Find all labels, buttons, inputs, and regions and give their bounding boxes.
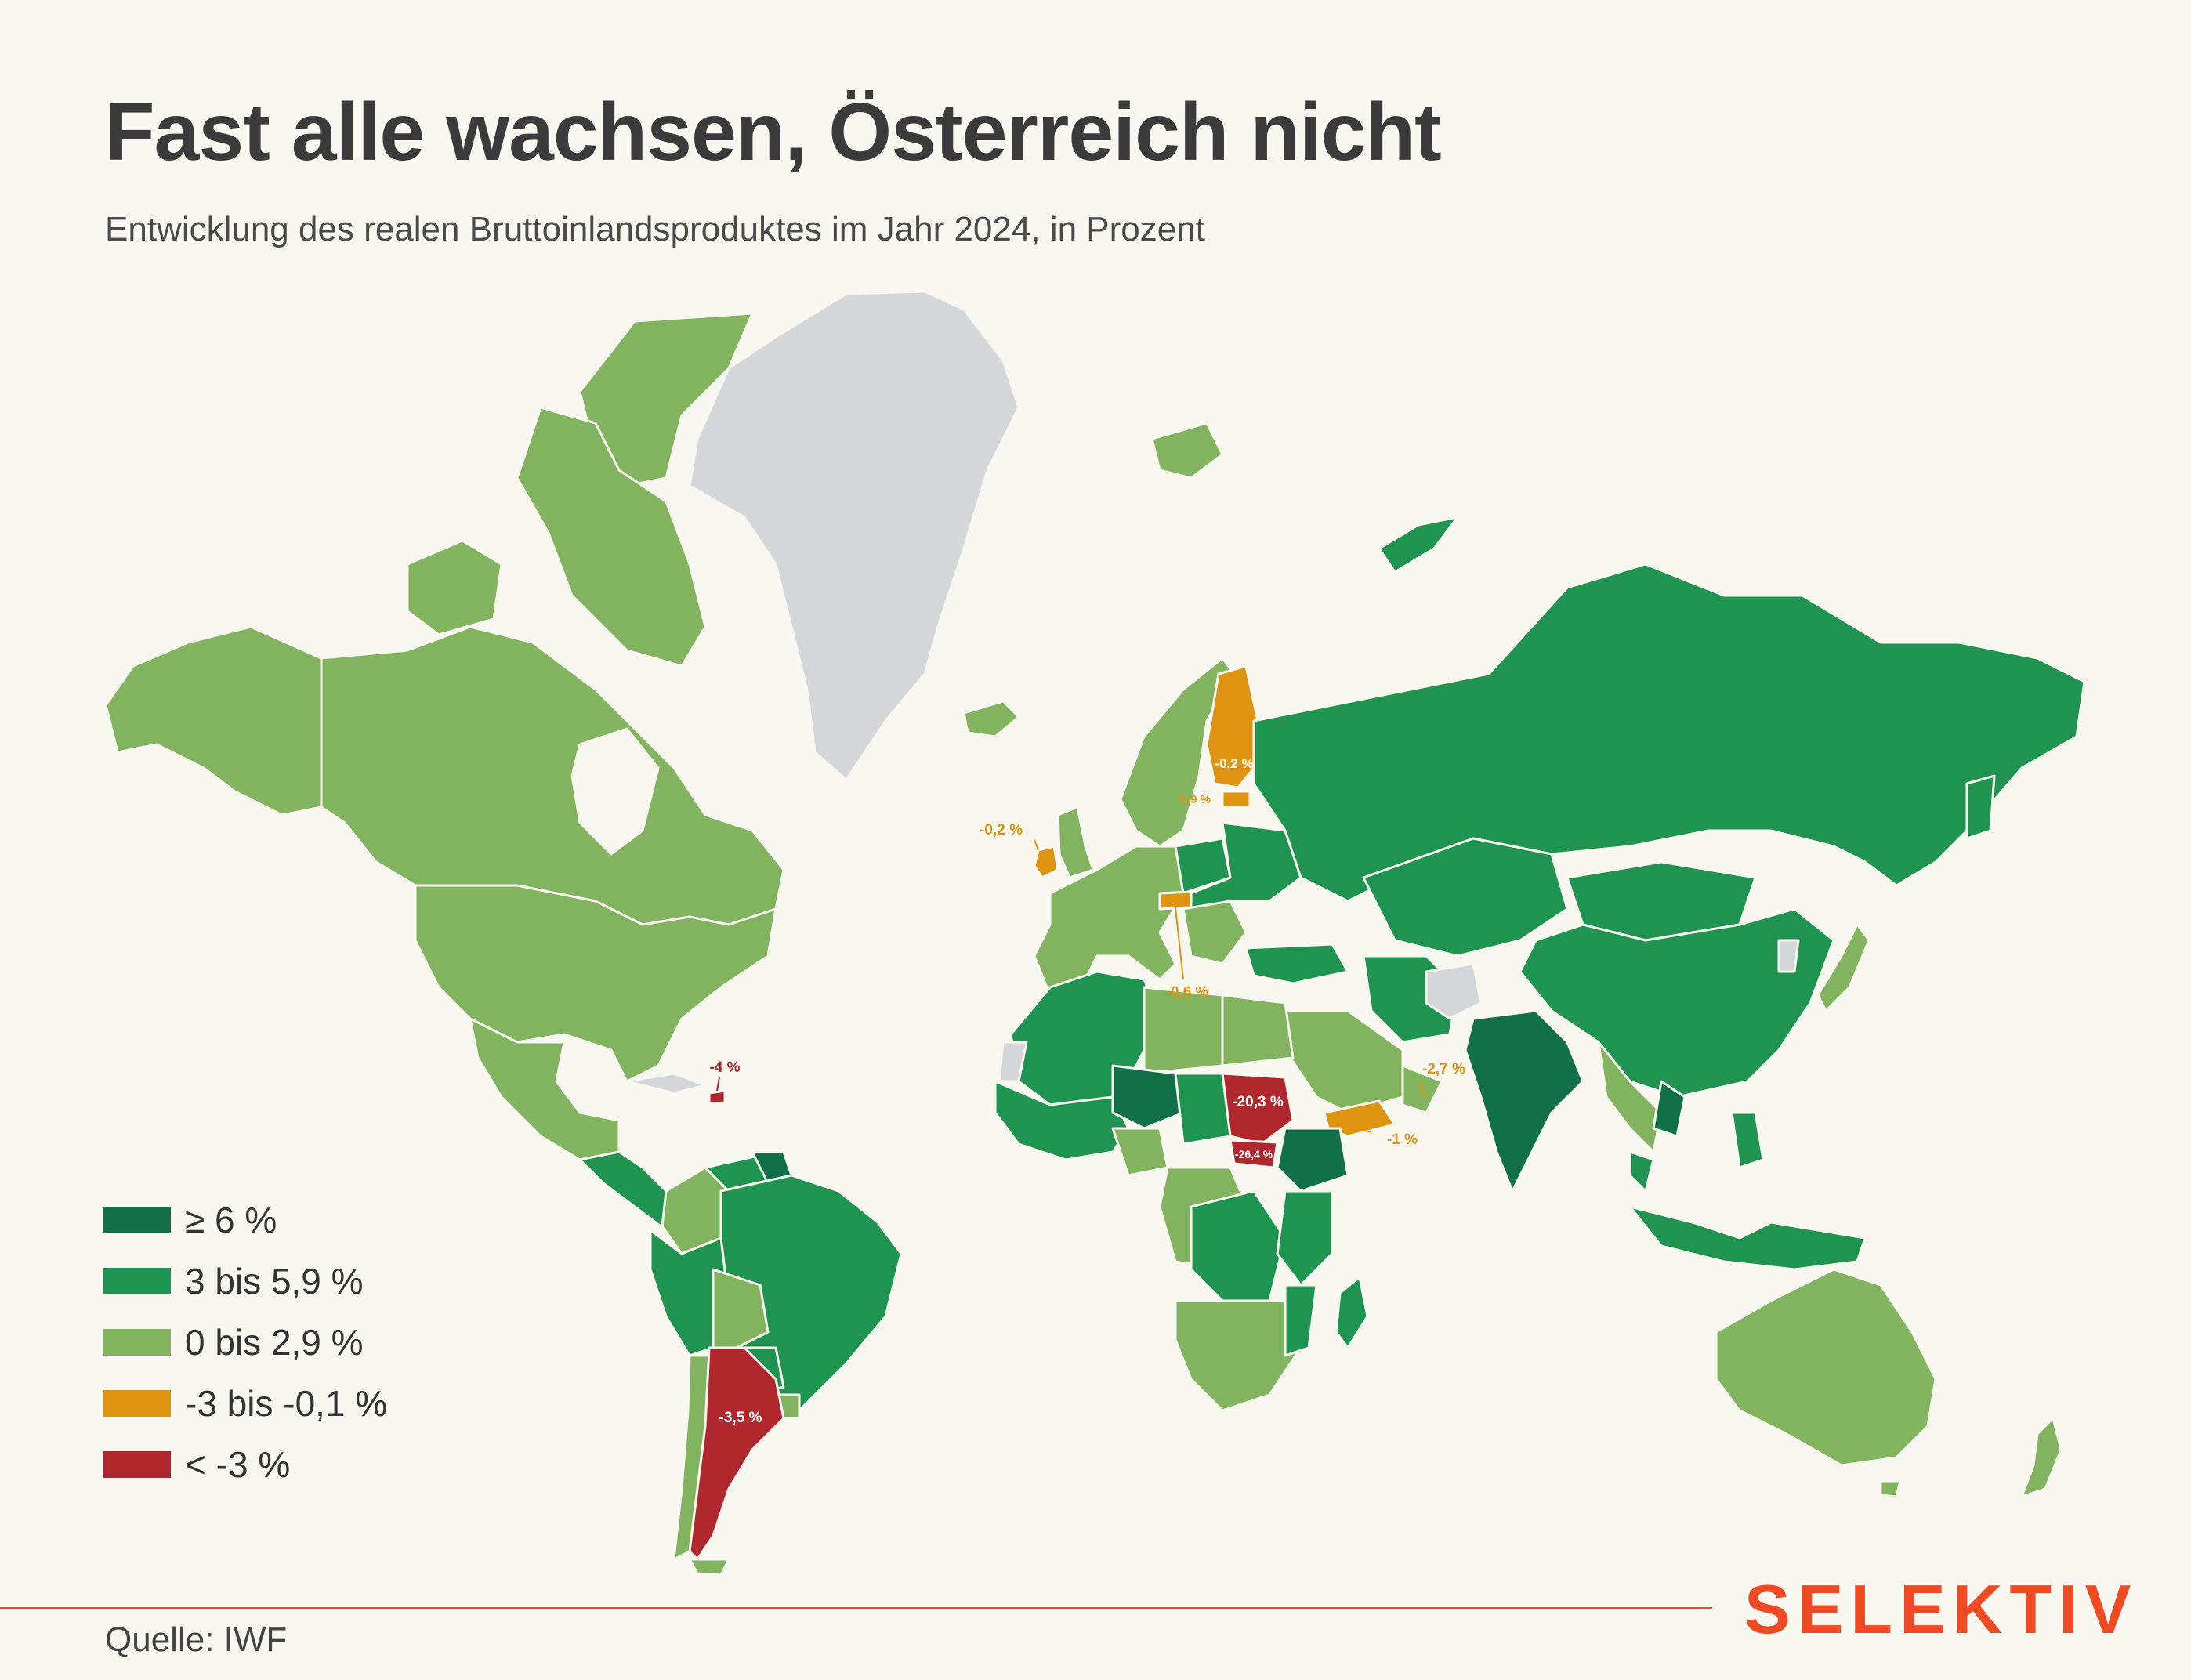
region-bolivia bbox=[712, 1268, 770, 1349]
region-kazakhstan bbox=[1362, 837, 1569, 958]
label-ireland: -0,2 % bbox=[980, 822, 1023, 838]
region-novaya-zemlya bbox=[1378, 516, 1459, 574]
region-egypt bbox=[1221, 994, 1295, 1067]
label-argentina: -3,5 % bbox=[719, 1410, 762, 1426]
legend-swatch bbox=[103, 1329, 171, 1356]
region-baffin-island bbox=[516, 406, 707, 668]
region-philippines bbox=[1730, 1111, 1765, 1169]
region-korea bbox=[1777, 939, 1800, 973]
region-niger bbox=[1111, 1064, 1185, 1130]
label-oman: -2,7 % bbox=[1422, 1061, 1465, 1077]
region-tierra-del-fuego bbox=[688, 1558, 730, 1577]
region-canada bbox=[320, 625, 785, 926]
legend-swatch bbox=[103, 1451, 171, 1478]
page-title: Fast alle wachsen, Österreich nicht bbox=[105, 87, 1442, 178]
region-chad bbox=[1174, 1072, 1232, 1146]
leader-yemen bbox=[1355, 1128, 1372, 1133]
region-austria bbox=[1158, 890, 1193, 911]
legend-label: -3 bis -0,1 % bbox=[185, 1383, 388, 1424]
region-south-sudan bbox=[1229, 1139, 1279, 1169]
leader-oman bbox=[1418, 1081, 1427, 1098]
legend-swatch bbox=[103, 1207, 171, 1233]
region-india bbox=[1464, 1009, 1584, 1193]
region-western-europe bbox=[1033, 845, 1185, 997]
region-new-zealand bbox=[2020, 1417, 2062, 1498]
legend-item: 0 bis 2,9 % bbox=[103, 1312, 387, 1373]
region-alaska bbox=[104, 625, 323, 816]
region-kamchatka bbox=[1965, 774, 1996, 840]
label-haiti: -4 % bbox=[709, 1059, 740, 1076]
legend-swatch bbox=[103, 1268, 171, 1294]
region-drc bbox=[1190, 1189, 1287, 1302]
region-indonesia bbox=[1628, 1205, 1867, 1271]
legend-label: ≥ 6 % bbox=[185, 1200, 277, 1240]
region-ethiopia bbox=[1276, 1127, 1349, 1193]
label-south-sudan: -26,4 % bbox=[1235, 1148, 1273, 1160]
region-madagascar bbox=[1335, 1276, 1369, 1349]
region-hudson-bay bbox=[570, 727, 660, 856]
region-cuba bbox=[625, 1072, 707, 1095]
legend-item: ≥ 6 % bbox=[103, 1189, 387, 1251]
region-japan bbox=[1816, 923, 1870, 1012]
region-iceland bbox=[962, 700, 1020, 738]
region-argentina bbox=[688, 1346, 785, 1561]
region-yemen bbox=[1323, 1099, 1396, 1138]
region-balkans bbox=[1182, 900, 1248, 965]
region-western-sahara bbox=[998, 1041, 1028, 1083]
legend-item: < -3 % bbox=[103, 1434, 387, 1495]
region-nigeria bbox=[1111, 1127, 1169, 1177]
legend: ≥ 6 % 3 bis 5,9 % 0 bis 2,9 % -3 bis -0,… bbox=[103, 1189, 387, 1495]
region-southern-africa bbox=[1174, 1299, 1302, 1412]
footer-divider bbox=[0, 1607, 1712, 1609]
legend-swatch bbox=[103, 1390, 171, 1417]
region-greenland bbox=[688, 290, 1020, 781]
leader-austria bbox=[1175, 907, 1184, 980]
region-australia bbox=[1715, 1268, 1937, 1467]
legend-item: 3 bis 5,9 % bbox=[103, 1251, 387, 1312]
region-mozambique bbox=[1284, 1284, 1318, 1357]
leader-ireland bbox=[1034, 839, 1039, 851]
legend-label: < -3 % bbox=[185, 1444, 291, 1485]
leader-haiti bbox=[716, 1077, 720, 1092]
region-west-africa bbox=[994, 1080, 1130, 1161]
region-afghanistan bbox=[1425, 962, 1483, 1020]
region-arctic-islands bbox=[578, 312, 754, 487]
region-norway-sweden bbox=[1119, 657, 1236, 848]
region-mexico bbox=[469, 1017, 621, 1161]
label-austria: -0,6 % bbox=[1166, 984, 1209, 1001]
region-haiti bbox=[708, 1089, 726, 1105]
region-sudan bbox=[1221, 1072, 1295, 1146]
legend-label: 0 bis 2,9 % bbox=[185, 1322, 364, 1363]
region-southeast-asia bbox=[1597, 1041, 1663, 1153]
region-svalbard bbox=[1150, 422, 1224, 480]
region-east-africa bbox=[1276, 1189, 1334, 1287]
region-finland bbox=[1205, 664, 1259, 789]
label-estonia: -0,9 % bbox=[1177, 793, 1211, 806]
region-malaysia bbox=[1628, 1150, 1655, 1193]
source-note: Quelle: IWF bbox=[105, 1620, 288, 1659]
label-finland: -0,2 % bbox=[1215, 756, 1253, 771]
page-subtitle: Entwicklung des realen Bruttoinlandsprod… bbox=[105, 210, 1205, 248]
legend-item: -3 bis -0,1 % bbox=[103, 1373, 387, 1434]
region-uk bbox=[1056, 806, 1095, 879]
region-arctic-island-west bbox=[406, 539, 503, 636]
label-sudan: -20,3 % bbox=[1232, 1094, 1284, 1110]
region-tasmania bbox=[1879, 1479, 1902, 1498]
legend-label: 3 bis 5,9 % bbox=[185, 1261, 364, 1302]
region-turkey bbox=[1244, 943, 1349, 985]
brand-logo: SELEKTIV bbox=[1744, 1570, 2138, 1648]
region-estonia bbox=[1221, 790, 1251, 809]
region-vietnam bbox=[1652, 1080, 1686, 1138]
region-china bbox=[1519, 907, 1835, 1099]
label-yemen: -1 % bbox=[1387, 1131, 1418, 1148]
region-ireland bbox=[1033, 845, 1059, 879]
region-russia bbox=[1252, 563, 2086, 903]
